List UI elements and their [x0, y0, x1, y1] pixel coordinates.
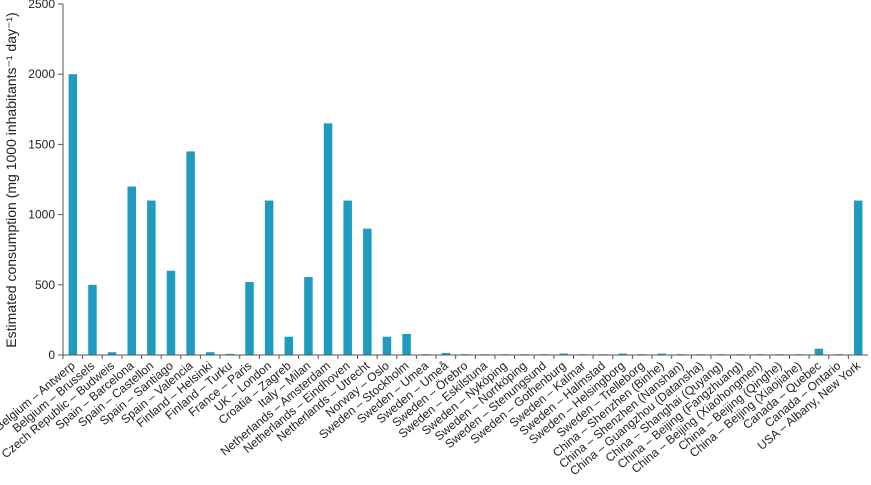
bar — [618, 353, 627, 355]
y-tick-label: 0 — [48, 348, 55, 362]
y-tick-label: 2500 — [28, 0, 55, 11]
bar — [657, 353, 667, 355]
bar — [245, 281, 254, 355]
y-tick-label: 500 — [35, 278, 55, 292]
bar — [127, 186, 136, 355]
bar — [323, 123, 333, 355]
bar — [284, 336, 294, 355]
y-tick-label: 1500 — [28, 137, 55, 151]
y-tick-label: 2000 — [28, 67, 55, 81]
bar — [264, 200, 274, 355]
bar — [206, 352, 215, 355]
bar — [186, 151, 195, 355]
bar — [147, 200, 156, 355]
bar — [814, 348, 824, 355]
y-axis-title: Estimated consumption (mg 1000 inhabitan… — [3, 12, 19, 347]
bar — [107, 352, 117, 355]
y-tick-label: 1000 — [28, 208, 55, 222]
bar — [853, 200, 863, 355]
bar — [559, 353, 568, 355]
bar — [343, 200, 352, 355]
bar — [382, 336, 392, 355]
bar — [68, 74, 78, 355]
bar — [402, 333, 411, 355]
bar — [166, 270, 176, 355]
bar — [363, 228, 372, 355]
bar — [225, 353, 235, 355]
bar — [88, 284, 97, 355]
bar — [304, 277, 313, 355]
bar — [441, 352, 451, 355]
